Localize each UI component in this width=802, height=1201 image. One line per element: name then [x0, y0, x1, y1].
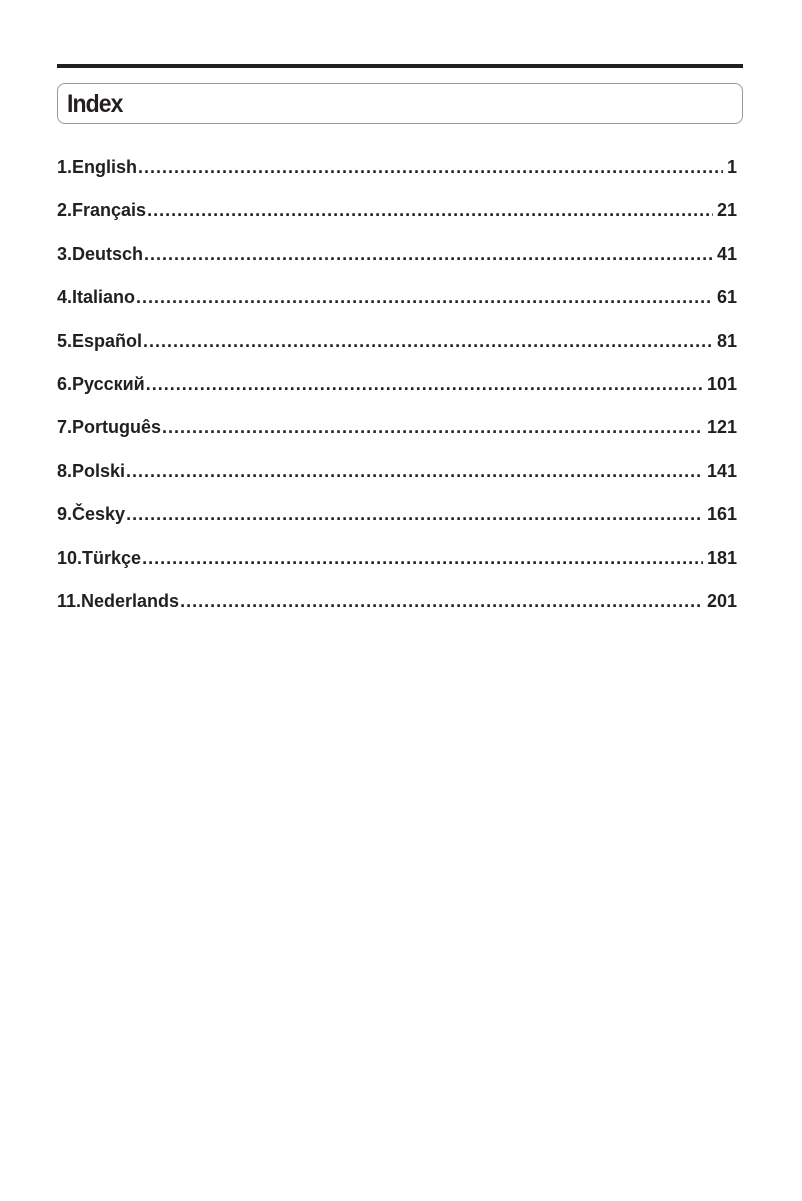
leader-dots — [180, 591, 703, 612]
toc-entry[interactable]: 5.Español 81 — [57, 331, 737, 374]
leader-dots — [142, 548, 703, 569]
toc-entry-page: 201 — [706, 590, 737, 611]
toc-entry-label: 6.Русский — [57, 373, 145, 394]
toc-entry-page: 141 — [706, 460, 737, 481]
toc-entry[interactable]: 10.Türkçe 181 — [57, 548, 737, 591]
toc-entry-page: 121 — [706, 417, 737, 438]
toc-entry-label: 2.Français — [57, 200, 147, 221]
toc-entry-label: 3.Deutsch — [57, 243, 144, 264]
toc-entry-label: 8.Polski — [57, 460, 126, 481]
toc-entry-page: 101 — [706, 373, 737, 394]
toc-entry[interactable]: 1.English 1 — [57, 157, 737, 200]
toc-entry[interactable]: 11.Nederlands 201 — [57, 591, 737, 634]
leader-dots — [126, 461, 703, 482]
toc-entry-page: 161 — [706, 504, 737, 525]
toc-entry-label: 9.Česky — [57, 504, 126, 525]
leader-dots — [136, 287, 713, 308]
leader-dots — [126, 504, 703, 525]
toc-entry-label: 11.Nederlands — [57, 590, 180, 611]
toc-entry-page: 181 — [706, 547, 737, 568]
toc-entry[interactable]: 2.Français 21 — [57, 200, 737, 243]
toc-entry[interactable]: 8.Polski 141 — [57, 461, 737, 504]
toc-entry-label: 7.Português — [57, 417, 162, 438]
toc-entry-page: 41 — [716, 243, 737, 264]
toc-entry-label: 4.Italiano — [57, 287, 136, 308]
leader-dots — [146, 374, 703, 395]
toc-entry[interactable]: 3.Deutsch 41 — [57, 244, 737, 287]
toc-entry[interactable]: 6.Русский 101 — [57, 374, 737, 417]
leader-dots — [162, 417, 703, 438]
toc-entry-page: 81 — [716, 330, 737, 351]
toc-entry-label: 5.Español — [57, 330, 143, 351]
toc-entry-label: 10.Türkçe — [57, 547, 142, 568]
toc-entry[interactable]: 4.Italiano 61 — [57, 287, 737, 330]
toc-entry[interactable]: 7.Português 121 — [57, 417, 737, 460]
page-title: Index — [67, 90, 123, 118]
leader-dots — [138, 157, 723, 178]
toc-entry-page: 1 — [726, 157, 737, 177]
top-rule — [57, 64, 743, 68]
toc-entry-page: 21 — [716, 200, 737, 221]
leader-dots — [143, 331, 713, 352]
leader-dots — [147, 200, 713, 221]
table-of-contents: 1.English 1 2.Français 21 3.Deutsch 41 4.Itali… — [57, 157, 737, 634]
toc-entry[interactable]: 9.Česky 161 — [57, 504, 737, 547]
toc-entry-label: 1.English — [57, 157, 138, 177]
toc-entry-page: 61 — [716, 287, 737, 308]
index-header-box: Index — [57, 83, 743, 124]
leader-dots — [144, 244, 713, 265]
